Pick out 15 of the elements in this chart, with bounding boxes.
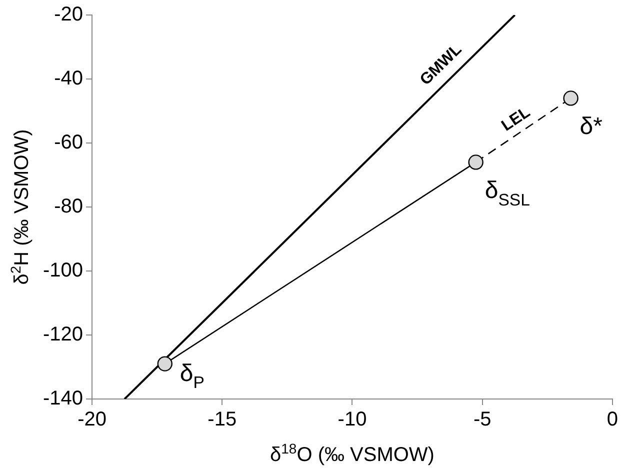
x-tick-label: -10 (338, 408, 367, 431)
y-tick-label: -60 (54, 132, 84, 154)
y-tick-label: -20 (54, 4, 84, 26)
x-tick-label: 0 (606, 408, 618, 431)
x-tick-label: -5 (473, 408, 492, 431)
y-axis-title: δ2H (‰ VSMOW) (7, 129, 33, 285)
y-tick-label: -140 (43, 388, 84, 410)
annotation: δ* (580, 113, 603, 140)
y-tick-label: -40 (54, 68, 84, 90)
text: LEL (498, 104, 534, 135)
y-tick-label: -120 (43, 324, 84, 346)
y-tick-label: -80 (54, 196, 84, 218)
y-tick-label: -100 (43, 260, 84, 282)
x-tick-label: -20 (78, 408, 106, 431)
x-tick-label: -15 (208, 408, 237, 431)
